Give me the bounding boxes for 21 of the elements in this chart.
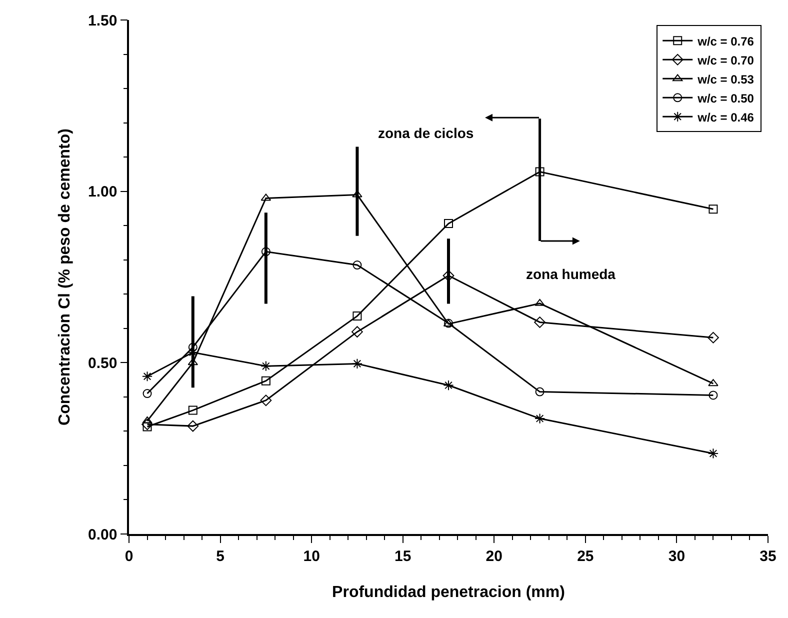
legend-label: w/c = 0.46	[696, 110, 754, 124]
y-tick-label: 0.50	[88, 354, 118, 372]
y-axis-title: Concentracion Cl (% peso de cemento)	[56, 128, 74, 426]
y-tick-label: 0.00	[88, 526, 118, 544]
x-tick-label: 25	[577, 548, 594, 565]
annotation: zona humeda	[526, 266, 616, 282]
x-tick-label: 35	[760, 548, 776, 565]
x-tick-label: 5	[216, 548, 224, 565]
x-tick-label: 0	[124, 548, 134, 565]
annotation: zona de ciclos	[378, 125, 474, 141]
legend-label: w/c = 0.70	[696, 53, 754, 68]
y-tick-label: 1.00	[88, 184, 118, 201]
legend-label: w/c = 0.53	[696, 72, 754, 86]
y-tick-label: 1.50	[88, 12, 118, 30]
x-tick-label: 15	[394, 548, 412, 565]
x-axis-title: Profundidad penetracion (mm)	[332, 584, 565, 601]
legend-label: w/c = 0.76	[696, 34, 754, 48]
x-tick-label: 10	[303, 548, 320, 565]
x-tick-label: 20	[486, 548, 502, 565]
legend-label: w/c = 0.50	[696, 91, 754, 106]
x-tick-label: 30	[668, 548, 686, 565]
